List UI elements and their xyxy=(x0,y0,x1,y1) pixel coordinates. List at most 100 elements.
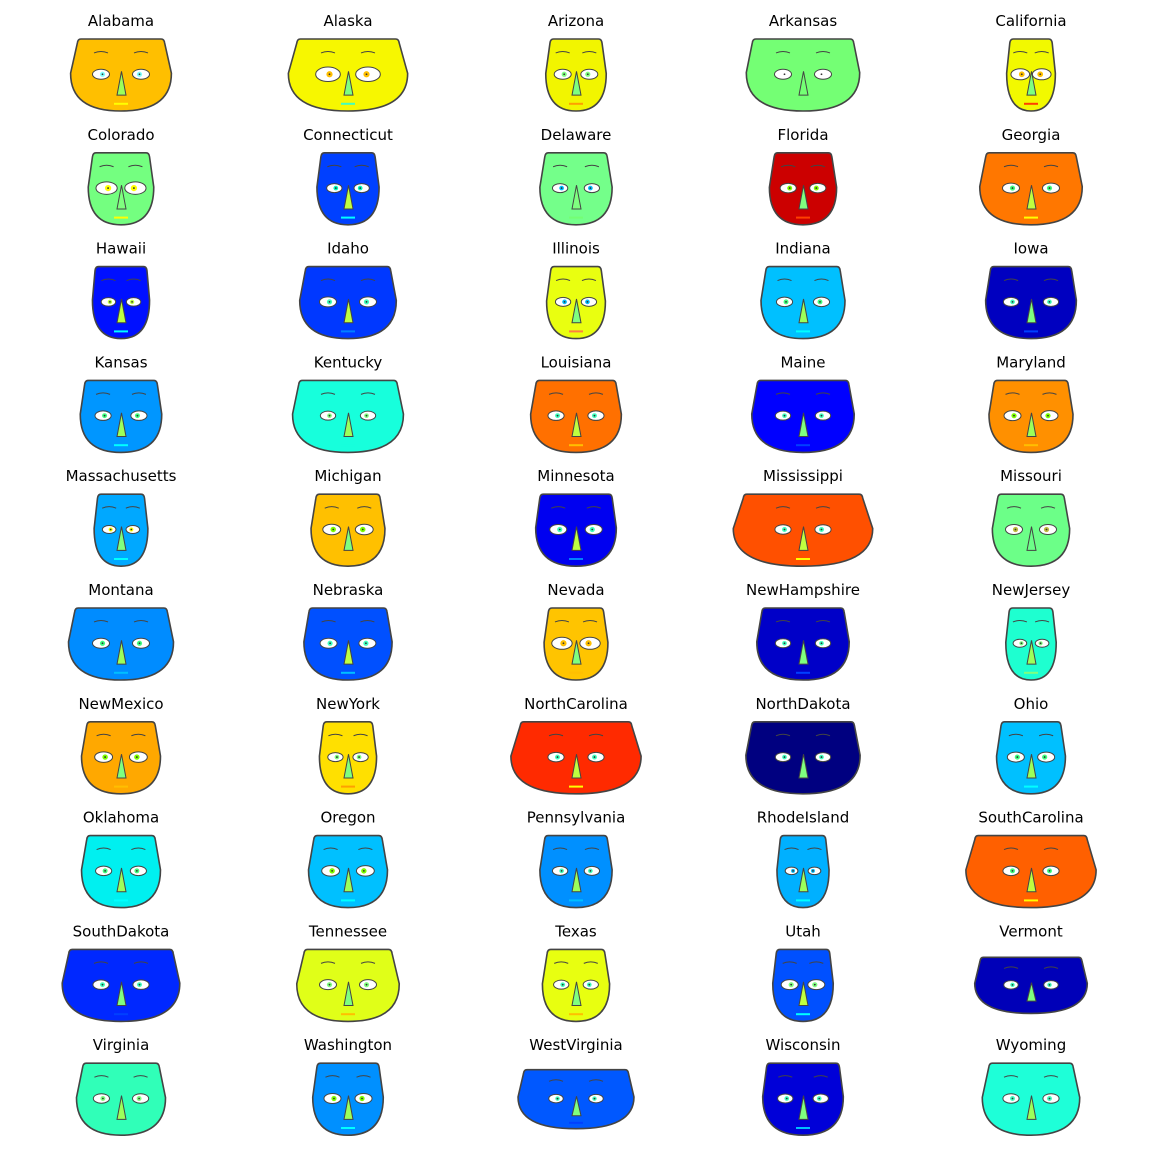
pupil-center xyxy=(560,187,563,189)
face: Kentucky xyxy=(291,353,405,454)
pupil-center xyxy=(593,414,596,417)
pupil-center xyxy=(563,300,566,303)
face-title: NorthDakota xyxy=(755,695,850,713)
nose xyxy=(1026,982,1037,1002)
pupil-center xyxy=(358,756,360,758)
eyebrow xyxy=(360,961,376,964)
pupil-center xyxy=(138,983,141,986)
eyebrow xyxy=(101,506,117,509)
eyebrow xyxy=(126,278,141,282)
eyebrow xyxy=(775,733,791,737)
face-title: Idaho xyxy=(327,240,369,258)
pupil-center xyxy=(587,642,590,645)
pupil-center xyxy=(101,983,104,986)
pupil-center xyxy=(138,73,141,76)
pupil-center xyxy=(1011,983,1014,986)
face-title: Missouri xyxy=(1000,467,1062,485)
pupil-center xyxy=(332,528,335,531)
pupil-center xyxy=(1039,642,1042,645)
nose xyxy=(116,298,127,324)
nose xyxy=(1026,526,1037,551)
eyebrow xyxy=(328,733,343,737)
pupil-center xyxy=(329,642,331,645)
pupil-center xyxy=(792,869,794,872)
face-title: Utah xyxy=(785,922,821,940)
face: Alabama xyxy=(69,12,173,112)
face-title: Alaska xyxy=(323,12,372,30)
nose xyxy=(116,1095,127,1120)
pupil-center xyxy=(328,300,331,303)
pupil-center xyxy=(820,642,823,645)
pupil-center xyxy=(589,869,592,872)
eyebrow xyxy=(93,50,109,54)
face-title: Maine xyxy=(780,353,825,371)
pupil-center xyxy=(588,983,591,986)
eyebrow xyxy=(815,733,831,737)
pupil-center xyxy=(1011,187,1014,189)
face-title: NewMexico xyxy=(78,695,163,713)
face-title: Maryland xyxy=(996,353,1066,371)
pupil-center xyxy=(783,528,786,531)
eyebrow xyxy=(360,278,376,282)
pupil-center xyxy=(1020,73,1023,76)
face: Iowa xyxy=(984,240,1078,340)
pupil-center xyxy=(103,414,106,417)
face: Wyoming xyxy=(981,1036,1081,1137)
nose xyxy=(343,867,354,893)
face-title: SouthCarolina xyxy=(978,809,1083,827)
pupil-center xyxy=(328,983,331,986)
pupil-center xyxy=(104,756,107,758)
face: Pennsylvania xyxy=(527,809,625,909)
face-title: SouthDakota xyxy=(73,922,170,940)
pupil-center xyxy=(556,414,559,417)
nose xyxy=(343,526,354,551)
pupil-center xyxy=(783,756,786,758)
face: California xyxy=(995,12,1067,112)
eyebrow xyxy=(784,847,799,851)
nose xyxy=(571,71,582,96)
eyebrow xyxy=(325,1075,340,1078)
pupil-center xyxy=(820,756,823,758)
pupil-center xyxy=(820,73,823,76)
eyebrow xyxy=(99,164,114,168)
face: Nebraska xyxy=(303,581,393,681)
pupil-center xyxy=(101,73,104,76)
eyebrow xyxy=(320,392,336,395)
face-title: Texas xyxy=(554,922,597,940)
pupil-center xyxy=(333,1097,335,1100)
pupil-center xyxy=(815,187,818,189)
eyebrow xyxy=(324,506,339,509)
eyebrow xyxy=(775,619,791,623)
eyebrow xyxy=(356,1075,371,1078)
face-title: Massachusetts xyxy=(66,467,177,485)
eyebrow xyxy=(781,164,796,168)
eyebrow xyxy=(552,164,568,168)
face: NorthDakota xyxy=(745,695,861,795)
eyebrow xyxy=(128,164,143,168)
nose xyxy=(571,640,582,665)
face: Montana xyxy=(67,581,175,681)
face-title: Oregon xyxy=(320,809,375,827)
eyebrow xyxy=(555,278,571,282)
face-title: Hawaii xyxy=(96,240,146,258)
pupil-center xyxy=(107,187,109,189)
pupil-center xyxy=(1048,869,1051,872)
nose xyxy=(1026,867,1037,893)
eyebrow xyxy=(1013,50,1028,54)
eyebrow xyxy=(327,164,342,168)
eyebrow xyxy=(133,619,149,623)
pupil-center xyxy=(101,642,104,645)
pupil-center xyxy=(104,869,107,872)
pupil-center xyxy=(1013,414,1015,417)
pupil-center xyxy=(785,300,787,303)
eyebrow xyxy=(131,392,147,395)
eyebrow xyxy=(582,50,597,54)
nose xyxy=(798,185,809,210)
eyebrow xyxy=(554,961,569,964)
face-title: WestVirginia xyxy=(529,1036,622,1054)
face-title: Alabama xyxy=(88,12,154,30)
pupil-center xyxy=(1011,869,1014,872)
nose xyxy=(571,754,582,779)
face: Mississippi xyxy=(732,467,874,568)
eyebrow xyxy=(584,164,600,168)
